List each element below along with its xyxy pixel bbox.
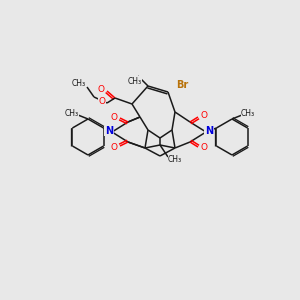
Text: O: O [98,85,104,94]
Text: O: O [110,142,118,152]
Text: CH₃: CH₃ [65,109,79,118]
Text: Br: Br [176,80,188,90]
Text: N: N [105,126,113,136]
Text: CH₃: CH₃ [72,80,86,88]
Text: O: O [200,112,208,121]
Text: O: O [98,97,106,106]
Text: CH₃: CH₃ [128,76,142,85]
Text: N: N [205,126,213,136]
Text: CH₃: CH₃ [168,155,182,164]
Text: O: O [200,143,208,152]
Text: O: O [110,112,118,122]
Text: CH₃: CH₃ [241,109,255,118]
